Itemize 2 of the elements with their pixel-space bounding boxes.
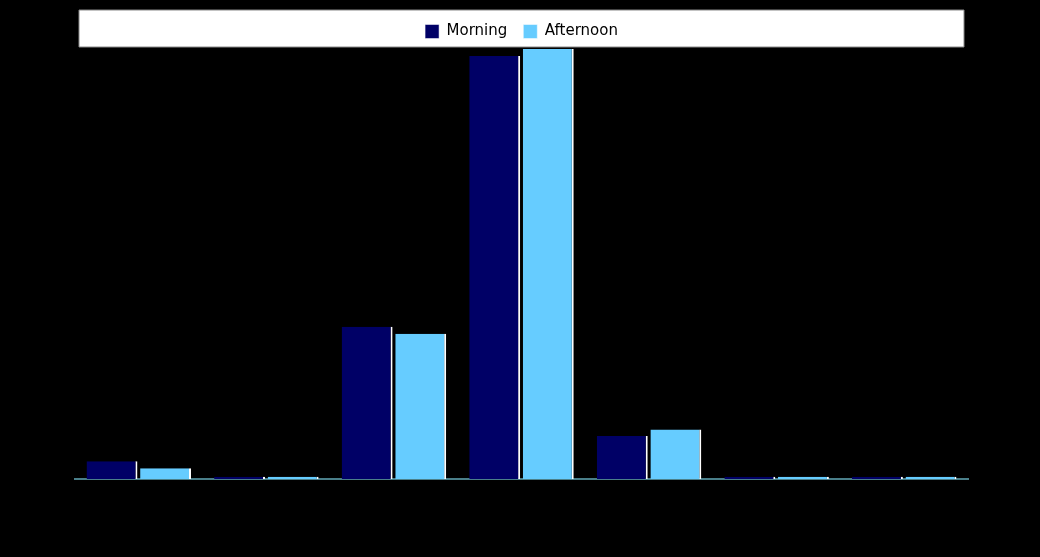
legend-label: Morning	[446, 21, 508, 40]
legend-label: Afternoon	[544, 21, 618, 40]
